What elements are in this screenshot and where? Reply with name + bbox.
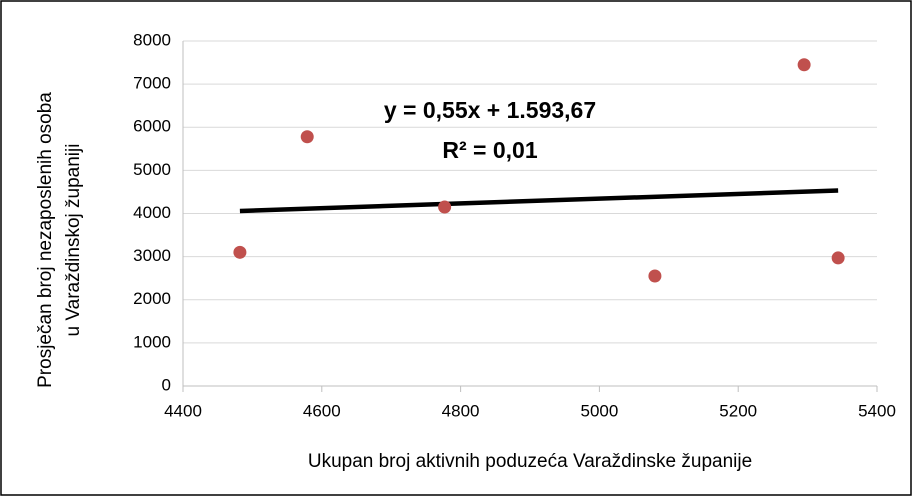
y-axis-title: Prosječan broj nezaposlenih osoba: [35, 92, 56, 388]
point: [648, 269, 662, 283]
x-tick-label: 4800: [442, 401, 480, 420]
trendline: [239, 188, 839, 214]
y-tick-label: 3000: [133, 246, 171, 265]
point: [233, 245, 247, 259]
y-tick-label: 5000: [133, 160, 171, 179]
y-tick-label: 4000: [133, 203, 171, 222]
y-tick-label: 7000: [133, 74, 171, 93]
y-axis-title: u Varaždinskoj županiji: [63, 144, 84, 337]
y-tick-label: 0: [162, 375, 171, 394]
x-tick-label: 5200: [719, 401, 757, 420]
y-tick-label: 8000: [133, 30, 171, 49]
point: [300, 130, 314, 144]
y-tick-label: 1000: [133, 332, 171, 351]
x-tick-label: 4400: [164, 401, 202, 420]
annotation: y = 0,55x + 1.593,67: [384, 97, 596, 123]
point: [438, 200, 452, 214]
y-tick-label: 2000: [133, 289, 171, 308]
x-tick-label: 5000: [580, 401, 618, 420]
annotation: R² = 0,01: [442, 137, 537, 163]
x-axis-title: Ukupan broj aktivnih poduzeća Varaždinsk…: [308, 451, 752, 472]
point: [831, 251, 845, 265]
x-tick-label: 5400: [858, 401, 896, 420]
y-tick-label: 6000: [133, 117, 171, 136]
point: [797, 58, 811, 72]
x-tick-label: 4600: [303, 401, 341, 420]
